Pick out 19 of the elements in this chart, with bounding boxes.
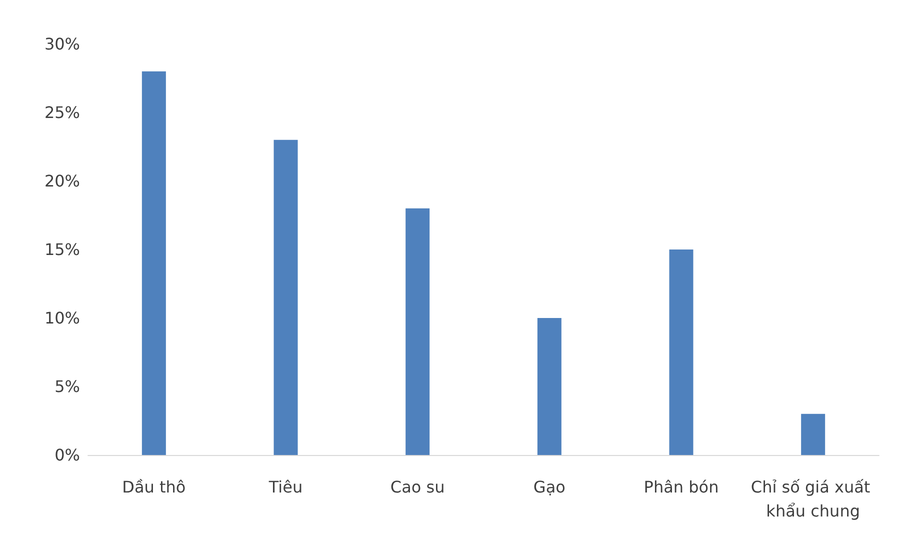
x-tick-label: Tiêu <box>268 478 303 496</box>
y-tick-label: 20% <box>44 172 80 190</box>
y-tick-label: 30% <box>44 34 80 54</box>
bar <box>142 71 166 455</box>
y-tick-label: 5% <box>54 377 80 396</box>
y-tick-label: 0% <box>54 446 80 464</box>
bar <box>406 208 430 455</box>
y-tick-label: 15% <box>44 240 80 259</box>
y-tick-label: 10% <box>44 308 80 328</box>
x-tick-label: Gạo <box>533 478 566 496</box>
x-tick-label: Chỉ số giá xuất khẩu chung <box>750 478 876 520</box>
y-tick-label: 25% <box>44 103 80 122</box>
bar <box>801 414 826 455</box>
bar <box>669 250 694 455</box>
x-tick-label: Phân bón <box>644 478 719 496</box>
x-tick-label: Dầu thô <box>122 478 186 496</box>
bar <box>537 318 562 455</box>
bar <box>274 140 298 455</box>
x-tick-label: Cao su <box>390 478 445 496</box>
